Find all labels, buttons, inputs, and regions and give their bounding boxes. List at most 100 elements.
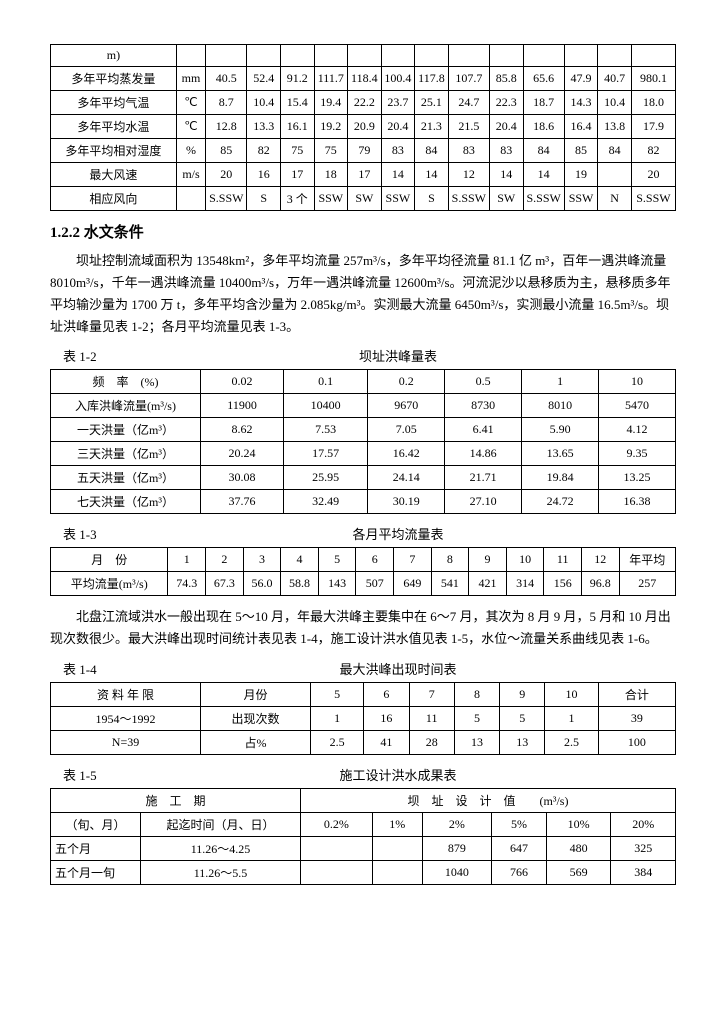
cell: 11.26～4.25 <box>141 836 301 860</box>
cell: 74.3 <box>168 572 206 596</box>
cell: 83 <box>448 139 489 163</box>
cell <box>301 836 373 860</box>
cell <box>176 45 205 67</box>
cell: 1 <box>522 370 599 394</box>
cell: 79 <box>348 139 382 163</box>
cell: 10.4 <box>598 91 632 115</box>
cell: 7.53 <box>284 418 368 442</box>
cell: 20 <box>631 163 675 187</box>
cell: 年平均 <box>619 548 675 572</box>
cell: 156 <box>544 572 582 596</box>
cell: 25.95 <box>284 466 368 490</box>
cell: 1 <box>545 706 598 730</box>
table-1-4: 资 料 年 限月份5678910合计1954～1992出现次数116115513… <box>50 682 676 755</box>
cell: （旬、月） <box>51 812 141 836</box>
cell: 6 <box>356 548 394 572</box>
cell: 5 <box>454 706 499 730</box>
cell: 平均流量(m³/s) <box>51 572 168 596</box>
cell: 11.26～5.5 <box>141 860 301 884</box>
cell: S.SSW <box>448 187 489 211</box>
cell: 5 <box>311 682 364 706</box>
cell: 五个月 <box>51 836 141 860</box>
cell: 421 <box>469 572 507 596</box>
cell: 32.49 <box>284 490 368 514</box>
cell: 82 <box>631 139 675 163</box>
cell <box>448 45 489 67</box>
cell <box>301 860 373 884</box>
cell: 85.8 <box>489 67 523 91</box>
cell: 24.14 <box>368 466 445 490</box>
cell: 12.8 <box>206 115 247 139</box>
cell: 0.2 <box>368 370 445 394</box>
cell: 507 <box>356 572 394 596</box>
cell <box>564 45 598 67</box>
cell: 84 <box>523 139 564 163</box>
cell: 占% <box>201 730 311 754</box>
cell: 14 <box>381 163 415 187</box>
cell: 17 <box>348 163 382 187</box>
cell: 41 <box>364 730 409 754</box>
cell: 起迄时间（月、日） <box>141 812 301 836</box>
cell: 七天洪量（亿m³） <box>51 490 201 514</box>
cell: 118.4 <box>348 67 382 91</box>
cell: 最大风速 <box>51 163 177 187</box>
cell: 9 <box>500 682 545 706</box>
cell: 17.57 <box>284 442 368 466</box>
cell: 5 <box>500 706 545 730</box>
cell: 出现次数 <box>201 706 311 730</box>
cell: 569 <box>546 860 610 884</box>
cell: 10 <box>599 370 676 394</box>
cell: 8 <box>431 548 469 572</box>
cell <box>247 45 281 67</box>
cell: 24.72 <box>522 490 599 514</box>
cell: 资 料 年 限 <box>51 682 201 706</box>
cell: 3 <box>243 548 281 572</box>
cell: SSW <box>314 187 348 211</box>
cell: 18 <box>314 163 348 187</box>
cell: 11 <box>409 706 454 730</box>
cell: 85 <box>206 139 247 163</box>
cell: 39 <box>598 706 675 730</box>
cell: 649 <box>394 572 432 596</box>
cell: 4 <box>281 548 319 572</box>
cell: 8.62 <box>201 418 284 442</box>
cell: 647 <box>492 836 547 860</box>
cell: 85 <box>564 139 598 163</box>
cell: 14 <box>489 163 523 187</box>
cell: 0.02 <box>201 370 284 394</box>
cell: 1 <box>168 548 206 572</box>
cell: 65.6 <box>523 67 564 91</box>
cell: 21.3 <box>415 115 449 139</box>
cell: 107.7 <box>448 67 489 91</box>
cell <box>598 163 632 187</box>
cell <box>415 45 449 67</box>
heading-1-2-2: 1.2.2 水文条件 <box>50 221 676 242</box>
table-1-2-caption: 表 1-2 坝址洪峰量表 <box>50 346 676 365</box>
cell: 4.12 <box>599 418 676 442</box>
cell: 施 工 期 <box>51 788 301 812</box>
cell <box>176 187 205 211</box>
cell: 13.3 <box>247 115 281 139</box>
cell: 1% <box>372 812 422 836</box>
cell: 1 <box>311 706 364 730</box>
cell: N=39 <box>51 730 201 754</box>
cell: 37.76 <box>201 490 284 514</box>
cell: 多年平均相对湿度 <box>51 139 177 163</box>
cell: 20% <box>611 812 676 836</box>
cell: 111.7 <box>314 67 348 91</box>
cell: 相应风向 <box>51 187 177 211</box>
cell: S.SSW <box>631 187 675 211</box>
cell: 多年平均气温 <box>51 91 177 115</box>
cell: 16 <box>247 163 281 187</box>
cell: 30.19 <box>368 490 445 514</box>
cell <box>348 45 382 67</box>
cell: SW <box>489 187 523 211</box>
cell: 58.8 <box>281 572 319 596</box>
cell: 13.8 <box>598 115 632 139</box>
table-1-5: 施 工 期坝 址 设 计 值 (m³/s)（旬、月）起迄时间（月、日）0.2%1… <box>50 788 676 885</box>
cell: 16.1 <box>280 115 314 139</box>
cell: 20.4 <box>489 115 523 139</box>
cell: 22.3 <box>489 91 523 115</box>
cell: SW <box>348 187 382 211</box>
cell: 83 <box>381 139 415 163</box>
